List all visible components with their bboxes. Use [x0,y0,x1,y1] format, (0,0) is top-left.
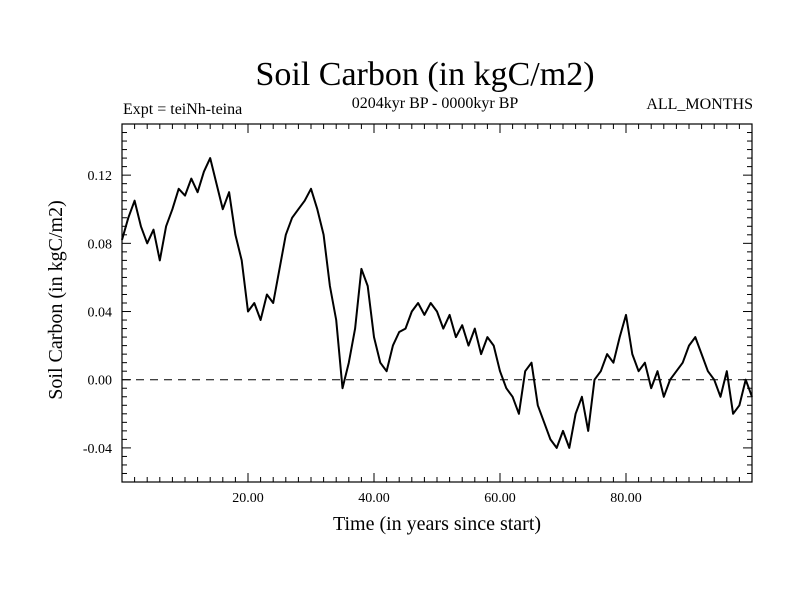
y-axis-label: Soil Carbon (in kgC/m2) [45,200,67,399]
x-axis-label: Time (in years since start) [333,513,541,535]
y-tick-label: 0.08 [88,237,113,252]
y-tick-label: -0.04 [83,442,112,457]
x-tick-label: 20.00 [232,491,264,506]
chart-title: Soil Carbon (in kgC/m2) [255,56,595,93]
y-tick-label: 0.12 [88,169,113,184]
y-tick-label: 0.00 [88,374,113,389]
experiment-label: Expt = teiNh-teina [123,101,243,118]
months-label: ALL_MONTHS [646,96,753,113]
y-tick-label: 0.04 [88,306,113,321]
series-line [121,157,753,449]
plot-frame [121,123,753,483]
chart-subtitle: 0204kyr BP - 0000kyr BP [351,95,519,112]
x-tick-label: 40.00 [358,491,390,506]
x-tick-label: 80.00 [610,491,642,506]
x-tick-label: 60.00 [484,491,516,506]
